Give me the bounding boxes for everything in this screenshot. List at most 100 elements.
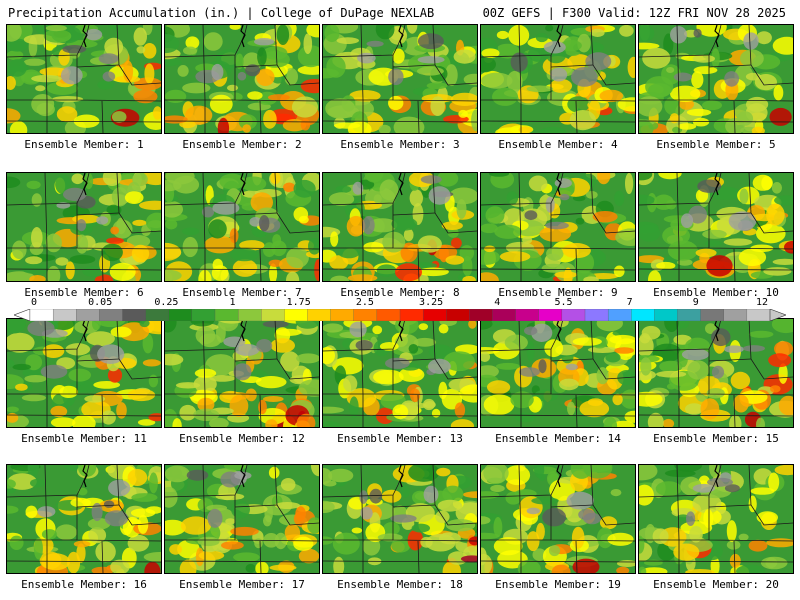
ensemble-member-label: Ensemble Member: 2 [182,138,302,151]
colorbar-segment [307,309,332,321]
colorbar-segment [399,309,424,321]
ensemble-member-label: Ensemble Member: 10 [653,286,779,299]
ensemble-member-map [480,24,636,134]
model-run-info: 00Z GEFS | F300 Valid: 12Z FRI NOV 28 20… [482,6,786,20]
colorbar-segment [631,309,655,321]
colorbar-segment [99,309,123,321]
ensemble-member-label: Ensemble Member: 7 [182,286,302,299]
colorbar-tick-label: 2.5 [355,297,374,308]
colorbar-tick-label: 1.75 [286,297,311,308]
ensemble-member-label: Ensemble Member: 20 [653,578,779,591]
ensemble-member-map [322,318,478,428]
colorbar-segment [746,309,771,321]
colorbar-min-arrow [14,309,31,321]
colorbar-segment [376,309,401,321]
colorbar-tick-label: 0.25 [154,297,179,308]
precip-field-map [639,319,793,427]
ensemble-member-label: Ensemble Member: 8 [340,286,460,299]
precip-field-map [323,173,477,281]
ensemble-member-label: Ensemble Member: 14 [495,432,621,445]
ensemble-member-map [638,318,794,428]
colorbar-segment [214,309,239,321]
precip-field-map [165,25,319,133]
ensemble-member-map [480,464,636,574]
colorbar-segment [446,309,470,321]
colorbar-segment [677,309,702,321]
colorbar-tick-label: 3.25 [419,297,444,308]
colorbar-tick-label: 0.05 [88,297,113,308]
colorbar-segment [492,309,517,321]
ensemble-member-map [6,24,162,134]
chart-title: Precipitation Accumulation (in.) | Colle… [8,6,435,20]
colorbar-segment [168,309,193,321]
colorbar-segment [52,309,77,321]
ensemble-member-label: Ensemble Member: 6 [24,286,144,299]
colorbar-tick-label: 0 [30,297,38,308]
precip-colorbar [14,309,786,321]
ensemble-member-map [322,172,478,282]
precip-field-map [639,465,793,573]
ensemble-member-label: Ensemble Member: 9 [498,286,618,299]
ensemble-member-map [480,318,636,428]
colorbar-segment [538,309,563,321]
ensemble-member-label: Ensemble Member: 3 [340,138,460,151]
precip-field-map [7,319,161,427]
colorbar-segment [122,309,147,321]
precip-field-map [639,173,793,281]
ensemble-member-label: Ensemble Member: 12 [179,432,305,445]
ensemble-member-label: Ensemble Member: 11 [21,432,147,445]
ensemble-member-label: Ensemble Member: 13 [337,432,463,445]
colorbar-segment [191,309,216,321]
precip-field-map [323,25,477,133]
precip-field-map [323,319,477,427]
ensemble-member-label: Ensemble Member: 15 [653,432,779,445]
colorbar-segment [422,309,447,321]
ensemble-member-map [322,464,478,574]
colorbar-tick-label: 5.5 [554,297,573,308]
colorbar-segment [284,309,308,321]
precip-field-map [481,465,635,573]
colorbar-segment [237,309,262,321]
colorbar-segment [145,309,170,321]
colorbar-segment [700,309,725,321]
colorbar-tick-label: 4 [494,297,501,308]
precip-field-map [165,465,319,573]
precip-field-map [639,25,793,133]
ensemble-member-label: Ensemble Member: 1 [24,138,144,151]
colorbar-segment [76,309,100,321]
colorbar-segment [561,309,586,321]
colorbar-segment [607,309,632,321]
ensemble-member-label: Ensemble Member: 17 [179,578,305,591]
precip-field-map [165,173,319,281]
ensemble-member-map [6,172,162,282]
colorbar-segment [261,309,285,321]
precip-field-map [7,465,161,573]
ensemble-member-map [6,318,162,428]
colorbar-tick-label: 1 [229,297,236,308]
colorbar-segment [353,309,378,321]
colorbar-tick-label: 12 [755,297,769,308]
colorbar-segment [723,309,748,321]
ensemble-member-map [164,24,320,134]
precip-field-map [481,173,635,281]
colorbar-segment [330,309,355,321]
precip-field-map [165,319,319,427]
precip-field-map [323,465,477,573]
colorbar-segment [29,309,54,321]
ensemble-member-map [164,464,320,574]
ensemble-member-map [164,172,320,282]
ensemble-member-label: Ensemble Member: 19 [495,578,621,591]
colorbar-max-arrow [769,309,786,321]
ensemble-member-map [480,172,636,282]
colorbar-tick-label: 9 [692,297,699,308]
ensemble-member-map [638,464,794,574]
ensemble-member-map [638,24,794,134]
precip-field-map [481,25,635,133]
precip-field-map [481,319,635,427]
colorbar-segment [515,309,540,321]
ensemble-member-map [322,24,478,134]
ensemble-member-map [6,464,162,574]
colorbar-segment [469,309,493,321]
colorbar-tick-label: 7 [626,297,633,308]
ensemble-member-label: Ensemble Member: 18 [337,578,463,591]
